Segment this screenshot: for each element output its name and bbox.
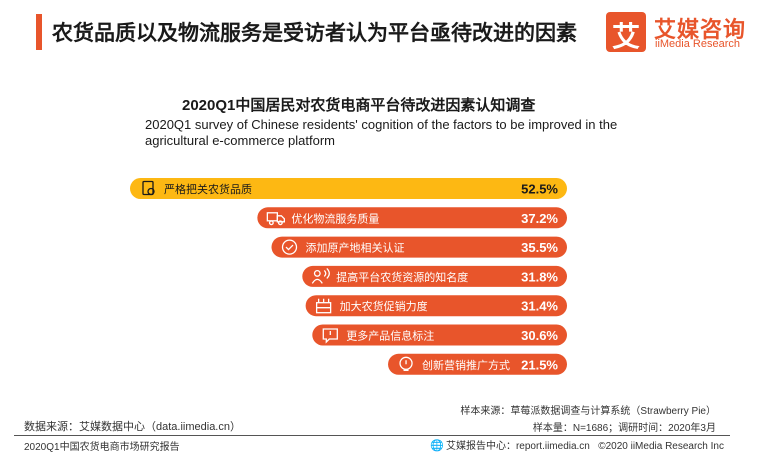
value-label: 21.5%: [521, 357, 558, 372]
category-label: 加大农货促销力度: [340, 299, 428, 313]
logo-icon: 艾: [606, 12, 646, 53]
logo-glyph: 艾: [611, 20, 640, 53]
value-label: 35.5%: [521, 240, 558, 255]
bar: [305, 295, 567, 317]
chart-subtitle: 2020Q1 survey of Chinese residents' cogn…: [145, 117, 618, 148]
bar-group: 创新营销推广方式 21.5%: [388, 353, 567, 375]
value-label: 30.6%: [521, 328, 558, 343]
bar-group: 更多产品信息标注 30.6%: [312, 324, 567, 346]
promotion-tag-icon: [315, 298, 332, 314]
footer-credits: 🌐 艾媒报告中心：report.iimedia.cn ©2020 iiMedia …: [430, 437, 724, 452]
value-label: 31.8%: [521, 269, 558, 284]
bar-group: 提高平台农货资源的知名度 31.8%: [302, 265, 567, 287]
iimedia-logo: 艾 艾媒咨询 iiMedia Research: [606, 12, 766, 53]
bar: [257, 207, 567, 229]
bar-group: 加大农货促销力度 31.4%: [305, 295, 567, 317]
sample-source: 样本来源：草莓派数据调查与计算系统（Strawberry Pie）: [460, 406, 716, 417]
bar: [312, 324, 567, 346]
data-source: 数据来源：艾媒数据中心（data.iimedia.cn）: [24, 421, 241, 433]
bar: [271, 236, 567, 258]
page-title: 农货品质以及物流服务是受访者认为平台亟待改进的因素: [52, 22, 577, 45]
certified-check-icon: [281, 239, 298, 255]
title-accent-bar: [36, 14, 42, 50]
category-label: 提高平台农货资源的知名度: [336, 270, 468, 284]
report-name: 2020Q1中国农货电商市场研究报告: [24, 442, 180, 453]
category-label: 添加原产地相关认证: [306, 241, 405, 255]
footer-divider: [14, 435, 730, 436]
value-label: 31.4%: [521, 299, 558, 314]
quality-check-icon: [142, 180, 155, 196]
copyright: ©2020 iiMedia Research Inc: [598, 441, 724, 452]
delivery-truck-icon: [266, 212, 286, 226]
bar: [388, 353, 567, 375]
report-center: 艾媒报告中心：report.iimedia.cn: [445, 441, 590, 452]
bar-group: 严格把关农货品质 52.5%: [130, 178, 567, 199]
broadcast-person-icon: [311, 267, 330, 284]
info-message-icon: [322, 328, 338, 344]
value-label: 52.5%: [521, 182, 558, 197]
category-label: 优化物流服务质量: [291, 211, 379, 225]
bar: [130, 178, 567, 199]
idea-bulb-icon: [399, 356, 413, 371]
logo-name-en: iiMedia Research: [655, 38, 740, 50]
value-label: 37.2%: [521, 211, 558, 226]
chart-title: 2020Q1中国居民对农货电商平台待改进因素认知调查: [182, 97, 536, 114]
bar-group: 优化物流服务质量 37.2%: [257, 207, 567, 229]
category-label: 创新营销推广方式: [422, 358, 510, 372]
bar-group: 添加原产地相关认证 35.5%: [271, 236, 567, 258]
sample-size: 样本量：N=1686；调研时间：2020年3月: [532, 423, 716, 434]
bar: [302, 265, 567, 287]
category-label: 严格把关农货品质: [164, 182, 252, 196]
globe-icon: 🌐: [430, 440, 444, 452]
bar-chart: 严格把关农货品质 52.5% 优化物流服务质量 37.2% 添加原产地相关认证 35.5%…: [130, 178, 567, 375]
category-label: 更多产品信息标注: [346, 329, 434, 343]
logo-name-cn: 艾媒咨询: [654, 17, 747, 42]
